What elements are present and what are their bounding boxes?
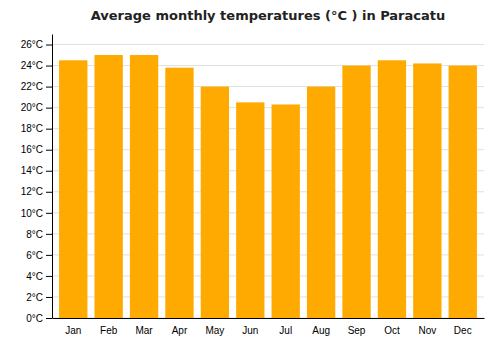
bar [59,60,87,318]
tick-label: Oct [384,325,400,336]
tick-label: 20°C [21,102,43,113]
x-axis: Jan Feb Mar Apr May Jun Jul Aug Sep Oct Nov Dec [53,319,485,337]
axis-line [52,35,53,319]
tick: May [205,325,224,336]
bar [342,66,370,318]
tick-label: Jan [65,325,81,336]
tick-mark [46,318,52,319]
bar [165,68,193,318]
tick-label: 10°C [21,208,43,219]
tick-mark [46,87,52,88]
grid-line [52,44,484,45]
bar [201,87,229,318]
tick-label: Dec [454,325,472,336]
bar [236,102,264,318]
bar [130,55,158,318]
bar [272,104,300,318]
tick: 22°C [21,81,52,92]
tick-label: 26°C [21,39,43,50]
grid [52,45,484,318]
tick: 20°C [21,102,52,113]
tick-label: 8°C [26,229,43,240]
tick: Jul [279,325,292,336]
tick: Sep [348,325,366,336]
tick-label: May [205,325,224,336]
tick-label: Jul [279,325,292,336]
tick-label: 6°C [26,250,43,261]
tick-mark [46,171,52,172]
tick: 8°C [26,229,52,240]
tick: Jun [242,325,258,336]
tick: Aug [312,325,330,336]
tick-label: Jun [242,325,258,336]
bar [413,63,441,318]
tick-mark [46,297,52,298]
tick-label: 0°C [26,313,43,324]
tick: 12°C [21,186,52,197]
tick-mark [46,129,52,130]
tick: Nov [418,325,436,336]
tick-mark [46,255,52,256]
tick-label: 12°C [21,186,43,197]
tick: 26°C [21,39,52,50]
tick: Oct [384,325,400,336]
tick-label: Aug [312,325,330,336]
tick-mark [46,45,52,46]
tick-label: 14°C [21,165,43,176]
tick: 0°C [26,313,52,324]
tick-label: Mar [135,325,153,336]
bar [307,87,335,318]
plot: 0°C 2°C 4°C 6°C 8°C 10°C 12°C 14°C 16°C 18°C 20°C 2… [21,35,485,337]
title: Average monthly temperatures (°C ) in Pa… [91,8,446,23]
tick-mark [46,276,52,277]
tick: Apr [172,325,188,336]
tick-mark [46,213,52,214]
tick: 24°C [21,60,52,71]
tick: 2°C [26,292,52,303]
tick-mark [46,108,52,109]
bar [94,55,122,318]
tick: 6°C [26,250,52,261]
tick-label: 18°C [21,123,43,134]
tick: 16°C [21,144,52,155]
bar [378,60,406,318]
tick: 14°C [21,165,52,176]
bar [449,66,477,318]
tick-mark [46,150,52,151]
tick-label: 4°C [26,271,43,282]
tick: Feb [100,325,118,336]
tick: 10°C [21,208,52,219]
tick: 18°C [21,123,52,134]
tick-label: Sep [348,325,366,336]
tick-label: 24°C [21,60,43,71]
tick-label: Nov [418,325,436,336]
tick: Jan [65,325,81,336]
tick-mark [46,192,52,193]
tick-mark [46,66,52,67]
tick-label: 16°C [21,144,43,155]
tick-label: 22°C [21,81,43,92]
tick-label: Feb [100,325,118,336]
axis-line [53,318,485,319]
tick: Mar [135,325,153,336]
chart: 0°C 2°C 4°C 6°C 8°C 10°C 12°C 14°C 16°C 18°C 20°C 2… [0,0,500,350]
marks [59,55,477,318]
y-axis: 0°C 2°C 4°C 6°C 8°C 10°C 12°C 14°C 16°C 18°C 20°C 2… [21,35,53,324]
tick-label: 2°C [26,292,43,303]
tick-label: Apr [172,325,188,336]
tick: 4°C [26,271,52,282]
tick: Dec [454,325,472,336]
tick-mark [46,234,52,235]
